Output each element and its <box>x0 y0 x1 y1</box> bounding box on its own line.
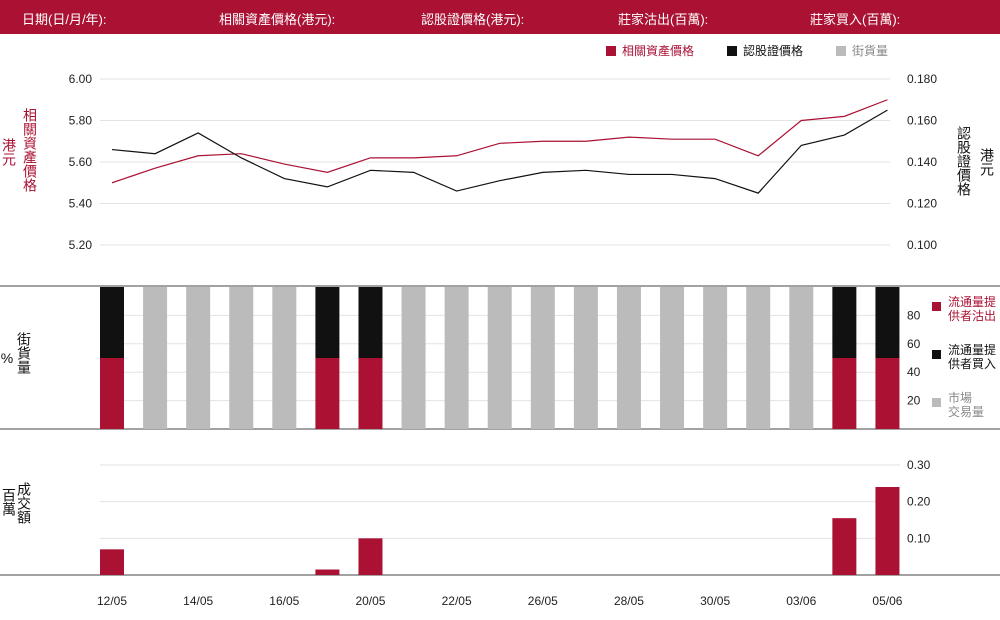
turnover-bar <box>100 549 124 575</box>
lp-sell-bar <box>315 358 340 429</box>
left-tick-label: 5.20 <box>69 238 93 252</box>
turnover-axis-unit: 百萬 <box>1 488 17 516</box>
market-volume-bar <box>487 287 512 429</box>
left-tick-label: 5.40 <box>69 197 93 211</box>
warrant-price-line <box>111 109 888 194</box>
lp-buy-bar <box>100 287 124 358</box>
lp-buy-bar <box>315 287 340 358</box>
lp-buy-bar <box>358 287 383 358</box>
legend-warrant-price-label: 認股證價格 <box>743 43 803 58</box>
legend-lp-buy-label: 流通量提 <box>948 342 996 357</box>
market-volume-bar <box>746 287 771 429</box>
legend-asset-price-label: 相關資產價格 <box>622 43 694 58</box>
x-tick-label: 26/05 <box>528 594 558 608</box>
market-volume-bar <box>616 287 641 429</box>
x-tick-label: 05/06 <box>872 594 902 608</box>
market-volume-bar <box>229 287 254 429</box>
volume-axis-unit: % <box>0 350 14 366</box>
turnover-axis-label: 成交額 <box>16 482 32 524</box>
legend-lp-sell-label: 流通量提 <box>948 294 996 309</box>
right-tick-label: 0.160 <box>907 114 937 128</box>
asset-price-line <box>111 99 888 184</box>
legend-lp-sell-swatch <box>932 302 941 311</box>
lp-sell-bar <box>100 358 124 429</box>
lp-sell-bar <box>358 358 383 429</box>
market-volume-bar <box>272 287 297 429</box>
lp-sell-bar <box>832 358 857 429</box>
left-axis-label: 相關資產價格 <box>22 108 38 192</box>
x-tick-label: 16/05 <box>269 594 299 608</box>
market-volume-bar <box>703 287 728 429</box>
lp-buy-bar <box>875 287 900 358</box>
market-volume-bar <box>660 287 685 429</box>
turnover-tick-label: 0.10 <box>907 531 931 545</box>
market-volume-bar <box>789 287 814 429</box>
asset-price-label: 相關資產價格(港元): <box>219 12 336 27</box>
volume-axis-label: 街貨量 <box>16 332 32 374</box>
right-tick-label: 0.140 <box>907 155 937 169</box>
lp-buy-bar <box>832 287 857 358</box>
x-tick-label: 14/05 <box>183 594 213 608</box>
legend-lp-buy-label: 供者買入 <box>948 357 996 371</box>
legend-outstanding-label: 街貨量 <box>852 43 888 58</box>
right-axis-unit: 港元 <box>979 148 995 176</box>
volume-tick-label: 80 <box>907 308 921 322</box>
legend-outstanding-swatch <box>836 46 846 56</box>
legend-market-volume-label: 交易量 <box>948 404 984 419</box>
left-axis-unit: 港元 <box>1 138 17 166</box>
left-tick-label: 5.60 <box>69 155 93 169</box>
volume-tick-label: 40 <box>907 365 921 379</box>
lp-sell-bar <box>875 358 900 429</box>
legend-market-volume-swatch <box>932 398 941 407</box>
volume-tick-label: 20 <box>907 394 921 408</box>
legend-lp-buy-swatch <box>932 350 941 359</box>
turnover-bar <box>832 518 857 575</box>
x-tick-label: 03/06 <box>786 594 816 608</box>
x-tick-label: 30/05 <box>700 594 730 608</box>
right-tick-label: 0.120 <box>907 197 937 211</box>
lp-sell-label: 莊家沽出(百萬): <box>618 12 709 27</box>
right-tick-label: 0.100 <box>907 238 937 252</box>
market-volume-bar <box>401 287 426 429</box>
legend-warrant-price-swatch <box>727 46 737 56</box>
right-axis-label: 認股證價格 <box>956 126 972 196</box>
right-tick-label: 0.180 <box>907 72 937 86</box>
turnover-bar <box>358 538 383 575</box>
x-tick-label: 20/05 <box>355 594 385 608</box>
turnover-tick-label: 0.30 <box>907 458 931 472</box>
turnover-bar <box>315 569 340 575</box>
x-tick-label: 28/05 <box>614 594 644 608</box>
lp-buy-label: 莊家買入(百萬): <box>810 12 901 27</box>
header-bar: 日期(日/月/年): 相關資產價格(港元): 認股證價格(港元): 莊家沽出(百… <box>0 0 1000 34</box>
turnover-bar <box>875 487 900 575</box>
left-tick-label: 6.00 <box>69 72 93 86</box>
volume-tick-label: 60 <box>907 337 921 351</box>
legend-market-volume-label: 市場 <box>948 390 972 405</box>
market-volume-bar <box>530 287 555 429</box>
date-label: 日期(日/月/年): <box>22 12 107 27</box>
turnover-tick-label: 0.20 <box>907 495 931 509</box>
market-volume-bar <box>143 287 168 429</box>
legend-asset-price-swatch <box>606 46 616 56</box>
x-tick-label: 12/05 <box>97 594 127 608</box>
market-volume-bar <box>186 287 211 429</box>
legend-lp-sell-label: 供者沽出 <box>948 309 996 323</box>
market-volume-bar <box>444 287 469 429</box>
left-tick-label: 5.80 <box>69 114 93 128</box>
x-tick-label: 22/05 <box>442 594 472 608</box>
market-volume-bar <box>573 287 598 429</box>
warrant-price-label: 認股證價格(港元): <box>421 12 525 27</box>
